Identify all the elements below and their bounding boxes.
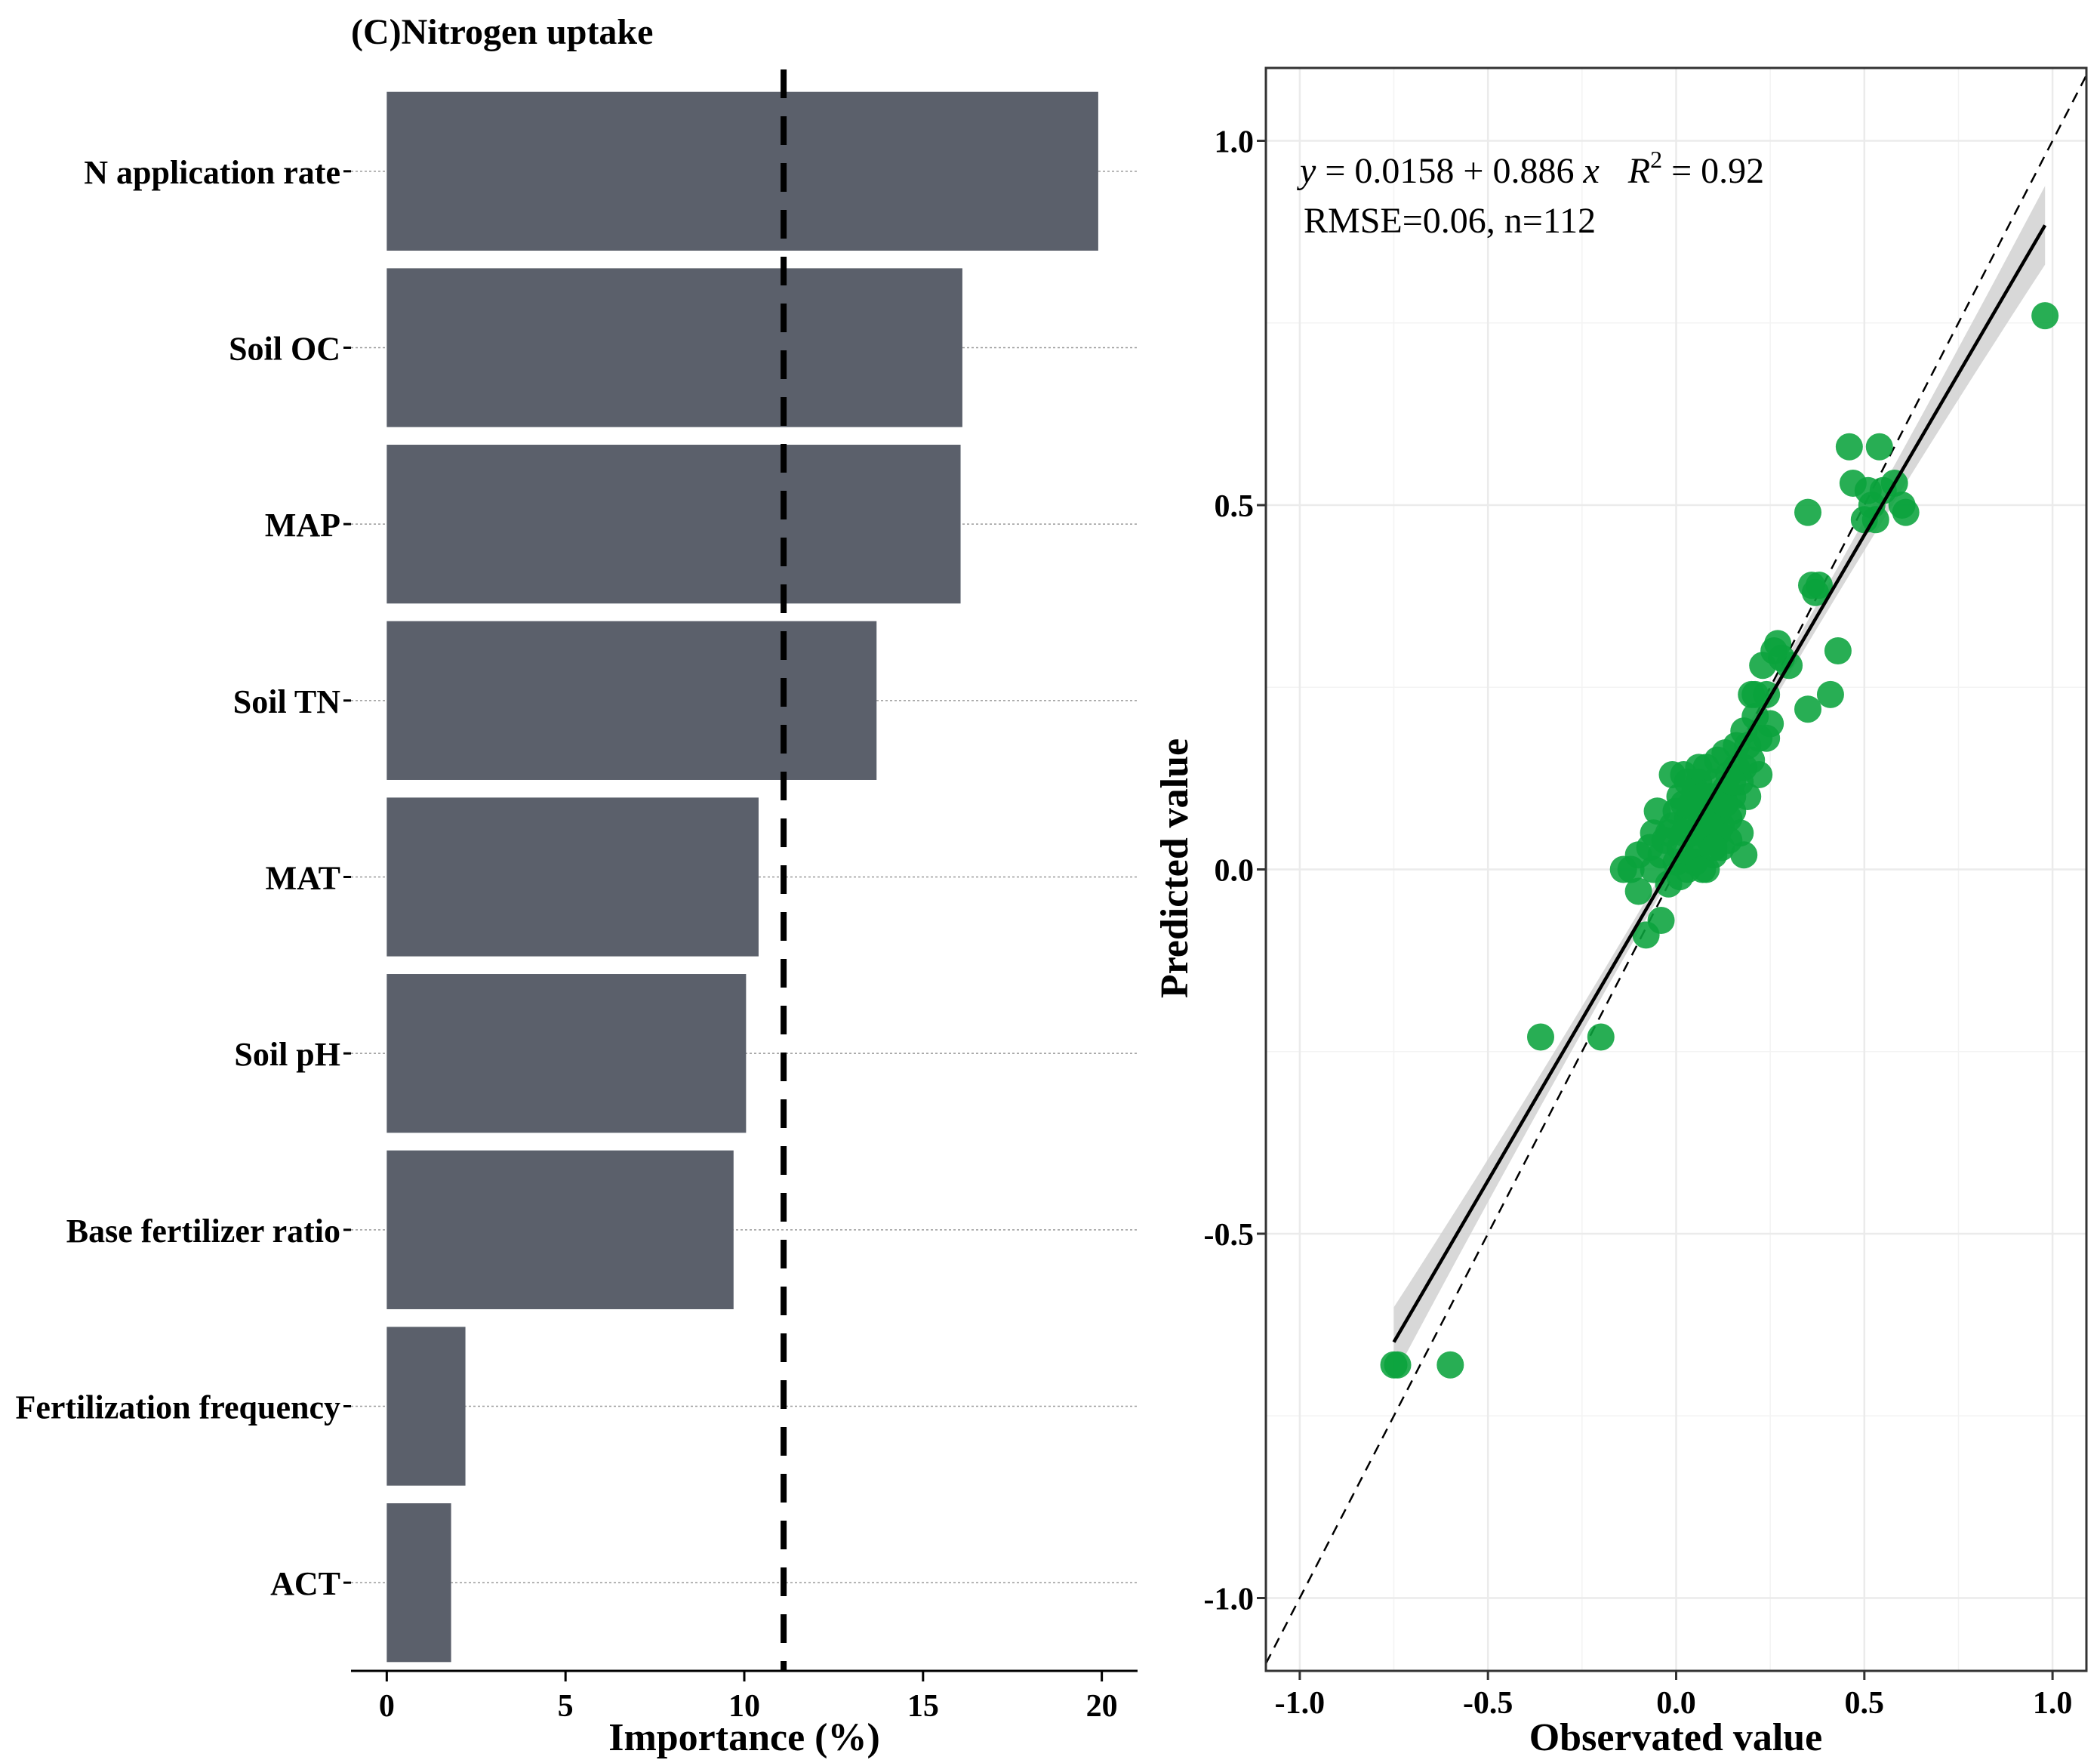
equation-y: y — [1296, 151, 1316, 191]
importance-bar — [386, 974, 747, 1133]
scatter-y-tick-label: -1.0 — [1204, 1583, 1255, 1617]
equation-x: x — [1582, 151, 1599, 191]
bar-chart-title: (C)Nitrogen uptake — [351, 12, 653, 52]
scatter-x-tick-label: 0.0 — [1656, 1686, 1696, 1721]
importance-bar — [386, 1150, 734, 1309]
data-point — [1670, 790, 1698, 818]
scatter-y-tick-label: 0.0 — [1215, 854, 1255, 889]
bar-category-label: Fertilization frequency — [15, 1389, 340, 1426]
importance-bar — [386, 621, 877, 780]
bar-category-label: ACT — [270, 1565, 340, 1602]
scatter-x-tick-label: -1.0 — [1275, 1686, 1326, 1721]
observed-predicted-scatter: -1.0 -0.5 0.0 0.5 1.0 -1.0 -0.5 0.0 0.5 1.0 y = … — [1153, 66, 2088, 1759]
importance-bar — [386, 268, 962, 427]
bar-category-label: MAP — [265, 507, 340, 544]
data-point — [1753, 680, 1781, 708]
importance-bar-chart: (C)Nitrogen uptake N application rate Soi… — [15, 12, 1138, 1759]
data-point — [1647, 907, 1675, 935]
bar-category-label: Soil pH — [234, 1036, 340, 1073]
scatter-x-tick-label: 1.0 — [2033, 1686, 2073, 1721]
data-point — [1624, 877, 1652, 905]
equation-coefficients: = 0.0158 + 0.886 — [1316, 151, 1583, 191]
bar-category-labels: N application rate Soil OC MAP Soil TN MAT So… — [15, 154, 351, 1602]
scatter-y-tick-label: 0.5 — [1215, 489, 1255, 524]
data-point — [1640, 819, 1667, 847]
data-point — [1865, 433, 1893, 461]
data-point — [1666, 863, 1694, 891]
data-point — [2031, 302, 2059, 330]
scatter-x-tick-label: 0.5 — [1845, 1686, 1885, 1721]
data-point — [1730, 717, 1758, 745]
data-point — [1711, 790, 1739, 818]
data-point — [1685, 754, 1713, 781]
data-point — [1892, 498, 1920, 526]
bar-x-tick-label: 15 — [907, 1689, 939, 1724]
data-point — [1719, 768, 1747, 796]
bar-chart-x-ticks: 0 5 10 15 20 — [379, 1671, 1118, 1724]
data-point — [1835, 433, 1863, 461]
data-point — [1824, 637, 1852, 664]
scatter-y-axis-title: Predicted value — [1153, 738, 1196, 998]
scatter-y-ticks: -1.0 -0.5 0.0 0.5 1.0 — [1204, 125, 1266, 1617]
bar-x-tick-label: 10 — [728, 1689, 760, 1724]
importance-bar — [386, 1327, 466, 1486]
data-point — [1587, 1023, 1615, 1051]
data-point — [1816, 680, 1844, 708]
importance-bar — [386, 1503, 451, 1663]
rmse-annotation: RMSE=0.06, n=112 — [1304, 201, 1596, 241]
importance-bar — [386, 91, 1098, 251]
bar-category-label: Base fertilizer ratio — [66, 1213, 340, 1250]
importance-bar — [386, 797, 759, 957]
scatter-x-ticks: -1.0 -0.5 0.0 0.5 1.0 — [1275, 1671, 2073, 1721]
data-point — [1700, 834, 1728, 861]
equation-r: R — [1627, 151, 1650, 191]
bar-category-label: N application rate — [84, 154, 340, 191]
bar-category-label: MAT — [266, 860, 340, 897]
data-point — [1436, 1351, 1464, 1379]
data-point — [1692, 855, 1720, 883]
data-point — [1794, 695, 1822, 723]
bar-chart-x-axis-title: Importance (%) — [608, 1716, 880, 1759]
scatter-y-tick-label: -0.5 — [1204, 1218, 1255, 1253]
bar-x-tick-label: 5 — [558, 1689, 574, 1724]
data-point — [1794, 498, 1822, 526]
data-point — [1384, 1351, 1412, 1379]
equation-r-superscript: 2 — [1650, 146, 1662, 173]
importance-bar — [386, 445, 961, 604]
data-point — [1805, 572, 1833, 599]
regression-equation: y = 0.0158 + 0.886 x R2 = 0.92 — [1296, 146, 1764, 191]
bar-x-tick-label: 20 — [1086, 1689, 1118, 1724]
regression-fit-line — [1392, 224, 2047, 1343]
bar-category-label: Soil OC — [229, 331, 340, 368]
bar-category-label: Soil TN — [233, 683, 340, 720]
data-point — [1745, 761, 1773, 789]
data-point — [1526, 1023, 1554, 1051]
scatter-y-tick-label: 1.0 — [1215, 125, 1255, 160]
scatter-x-tick-label: -0.5 — [1463, 1686, 1513, 1721]
bar-x-tick-label: 0 — [379, 1689, 395, 1724]
equation-r2-value: = 0.92 — [1662, 151, 1764, 191]
bar-series — [386, 91, 1098, 1663]
scatter-x-axis-title: Observated value — [1529, 1716, 1823, 1759]
